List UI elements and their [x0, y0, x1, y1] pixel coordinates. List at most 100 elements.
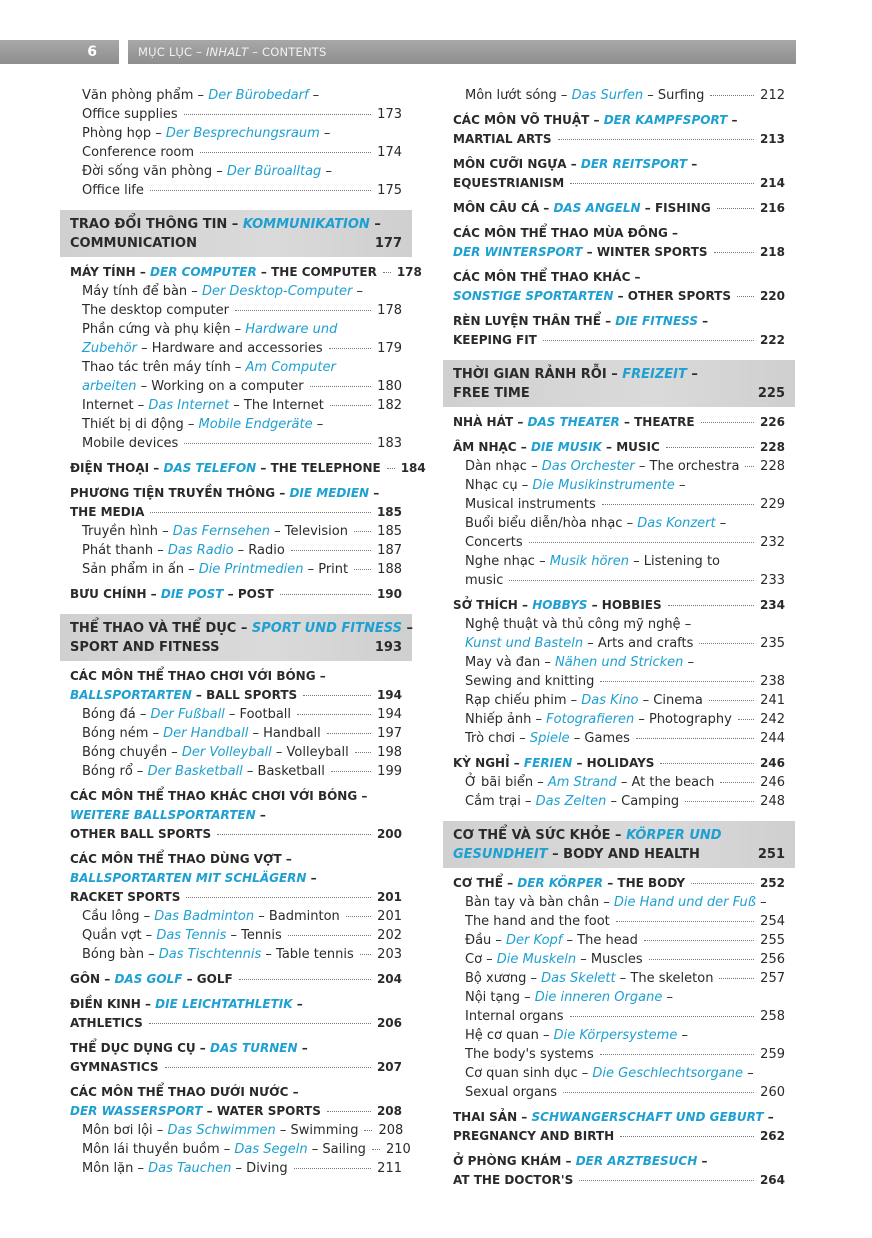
- toc-entry-sub[interactable]: Phần cứng và phụ kiện – Hardware und Zube…: [60, 320, 412, 358]
- toc-entry-sub[interactable]: Ở bãi biển – Am Strand – At the beach 246: [443, 773, 795, 792]
- toc-entry-section[interactable]: THỜI GIAN RẢNH RỖI – FREIZEIT – FREE TIME…: [443, 360, 795, 407]
- toc-entry-text: Quần vợt – Das Tennis – Tennis: [82, 926, 282, 945]
- page-ref: 262: [759, 1129, 785, 1143]
- toc-entry-sub[interactable]: Bộ xương – Das Skelett – The skeleton 257: [443, 969, 795, 988]
- toc-entry-text: THỂ DỤC DỤNG CỤ – DAS TURNEN –: [70, 1039, 308, 1058]
- german-term: GESUNDHEIT: [453, 847, 548, 862]
- page-ref: 187: [377, 543, 402, 558]
- toc-entry-main[interactable]: PHƯƠNG TIỆN TRUYỀN THÔNG – DIE MEDIEN – T…: [60, 484, 412, 522]
- toc-entry-sub[interactable]: Bóng ném – Der Handball – Handball 197: [60, 724, 412, 743]
- toc-entry-sub[interactable]: Nhạc cụ – Die Musikinstrumente – Musical …: [443, 476, 795, 514]
- toc-entry-section[interactable]: CƠ THỂ VÀ SỨC KHỎE – KÖRPER UND GESUNDHEI…: [443, 821, 795, 868]
- toc-entry-text: THE MEDIA: [70, 503, 144, 522]
- toc-entry-text: May và đan – Nähen und Stricken –: [465, 653, 694, 672]
- page-ref: 264: [759, 1173, 785, 1187]
- toc-entry-sub[interactable]: Nội tạng – Die inneren Organe – Internal …: [443, 988, 795, 1026]
- toc-entry-main[interactable]: ĐIỆN THOẠI – DAS TELEFON – THE TELEPHONE…: [60, 459, 426, 478]
- toc-entry-text: The hand and the foot: [465, 912, 610, 931]
- toc-entry-sub[interactable]: Đầu – Der Kopf – The head 255: [443, 931, 795, 950]
- toc-entry-main[interactable]: CÁC MÔN THỂ THAO DÙNG VỢT – BALLSPORTARTE…: [60, 850, 412, 907]
- toc-entry-sub[interactable]: Môn bơi lội – Das Schwimmen – Swimming 20…: [60, 1121, 412, 1140]
- toc-entry-sub[interactable]: May và đan – Nähen und Stricken – Sewing …: [443, 653, 795, 691]
- toc-entry-sub[interactable]: Rạp chiếu phim – Das Kino – Cinema 241: [443, 691, 795, 710]
- toc-entry-main[interactable]: ÂM NHẠC – DIE MUSIK – MUSIC 228: [443, 438, 795, 457]
- toc-entry-sub[interactable]: Máy tính để bàn – Der Desktop-Computer –…: [60, 282, 412, 320]
- toc-entry-text: BƯU CHÍNH – DIE POST – POST: [70, 585, 274, 604]
- toc-entry-main[interactable]: ĐIỀN KINH – DIE LEICHTATHLETIK – ATHLETIC…: [60, 995, 412, 1033]
- term-text: –: [763, 1110, 774, 1124]
- toc-entry-main[interactable]: MÁY TÍNH – DER COMPUTER – THE COMPUTER 17…: [60, 263, 422, 282]
- toc-entry-main[interactable]: THỂ DỤC DỤNG CỤ – DAS TURNEN – GYMNASTICS…: [60, 1039, 412, 1077]
- toc-entry-sub[interactable]: Truyền hình – Das Fernsehen – Television…: [60, 522, 412, 541]
- toc-entry-sub[interactable]: Bóng chuyền – Der Volleyball – Volleybal…: [60, 743, 412, 762]
- toc-entry-section[interactable]: TRAO ĐỔI THÔNG TIN – KOMMUNIKATION – COMM…: [60, 210, 412, 257]
- toc-entry-text: Bóng rổ – Der Basketball – Basketball: [82, 762, 325, 781]
- toc-entry-line: Nội tạng – Die inneren Organe –: [465, 988, 785, 1007]
- toc-entry-sub[interactable]: Phòng họp – Der Besprechungsraum – Confer…: [60, 124, 412, 162]
- toc-entry-sub[interactable]: Bóng rổ – Der Basketball – Basketball 199: [60, 762, 412, 781]
- toc-entry-main[interactable]: GÔN – DAS GOLF – GOLF 204: [60, 970, 412, 989]
- toc-entry-sub[interactable]: Môn lặn – Das Tauchen – Diving 211: [60, 1159, 412, 1178]
- toc-entry-line: Office life 175: [82, 181, 402, 200]
- toc-entry-main[interactable]: Ở PHÒNG KHÁM – DER ARZTBESUCH – AT THE DO…: [443, 1152, 795, 1190]
- toc-entry-main[interactable]: MÔN CÂU CÁ – DAS ANGELN – FISHING 216: [443, 199, 795, 218]
- toc-entry-main[interactable]: MÔN CƯỠI NGỰA – DER REITSPORT – EQUESTRIA…: [443, 155, 795, 193]
- dot-leader: [643, 940, 755, 941]
- toc-entry-main[interactable]: RÈN LUYỆN THÂN THỂ – DIE FITNESS – KEEPIN…: [443, 312, 795, 350]
- toc-entry-sub[interactable]: Buổi biểu diễn/hòa nhạc – Das Konzert – C…: [443, 514, 795, 552]
- toc-entry-line: BALLSPORTARTEN MIT SCHLÄGERN –: [70, 869, 402, 888]
- german-term: Die Geschlechtsorgane: [592, 1066, 744, 1081]
- toc-entry-sub[interactable]: Đời sống văn phòng – Der Büroalltag – Off…: [60, 162, 412, 200]
- toc-entry-main[interactable]: THAI SẢN – SCHWANGERSCHAFT UND GEBURT – P…: [443, 1108, 795, 1146]
- toc-entry-main[interactable]: BƯU CHÍNH – DIE POST – POST 190: [60, 585, 412, 604]
- toc-entry-sub[interactable]: Dàn nhạc – Das Orchester – The orchestra…: [443, 457, 795, 476]
- toc-entry-main[interactable]: CÁC MÔN THỂ THAO KHÁC CHƠI VỚI BÓNG – WEI…: [60, 787, 412, 844]
- toc-entry-sub[interactable]: Cầu lông – Das Badminton – Badminton 201: [60, 907, 412, 926]
- toc-entry-main[interactable]: KỲ NGHỈ – FERIEN – HOLIDAYS 246: [443, 754, 795, 773]
- toc-entry-sub[interactable]: Cơ – Die Muskeln – Muscles 256: [443, 950, 795, 969]
- toc-entry-sub[interactable]: Bàn tay và bàn chân – Die Hand und der F…: [443, 893, 795, 931]
- dot-leader: [745, 466, 755, 467]
- toc-entry-main[interactable]: CÁC MÔN THỂ THAO CHƠI VỚI BÓNG – BALLSPOR…: [60, 667, 412, 705]
- toc-entry-sub[interactable]: Sản phẩm in ấn – Die Printmedien – Print…: [60, 560, 412, 579]
- dot-leader: [719, 978, 755, 979]
- toc-entry-main[interactable]: CÁC MÔN THỂ THAO KHÁC – SONSTIGE SPORTART…: [443, 268, 795, 306]
- toc-entry-sub[interactable]: Hệ cơ quan – Die Körpersysteme – The body…: [443, 1026, 795, 1064]
- toc-entry-sub[interactable]: Cắm trại – Das Zelten – Camping 248: [443, 792, 795, 811]
- toc-entry-sub[interactable]: Bóng đá – Der Fußball – Football 194: [60, 705, 412, 724]
- german-term: Das Segeln: [234, 1142, 308, 1157]
- toc-entry-sub[interactable]: Thiết bị di động – Mobile Endgeräte – Mob…: [60, 415, 412, 453]
- page-ref: 211: [377, 1161, 402, 1176]
- toc-entry-sub[interactable]: Nhiếp ảnh – Fotografieren – Photography 2…: [443, 710, 795, 729]
- page-ref: 185: [376, 505, 402, 519]
- toc-entry-sub[interactable]: Môn lướt sóng – Das Surfen – Surfing 212: [443, 86, 795, 105]
- toc-entry-sub[interactable]: Văn phòng phẩm – Der Bürobedarf – Office …: [60, 86, 412, 124]
- toc-entry-sub[interactable]: Nghệ thuật và thủ công mỹ nghệ – Kunst un…: [443, 615, 795, 653]
- term-text: Nội tạng –: [465, 990, 535, 1005]
- toc-entry-sub[interactable]: Trò chơi – Spiele – Games 244: [443, 729, 795, 748]
- toc-entry-sub[interactable]: Cơ quan sinh dục – Die Geschlechtsorgane…: [443, 1064, 795, 1102]
- toc-entry-sub[interactable]: Nghe nhạc – Musik hören – Listening to mu…: [443, 552, 795, 590]
- toc-entry-main[interactable]: CÁC MÔN THỂ THAO MÙA ĐÔNG – DER WINTERSPO…: [443, 224, 795, 262]
- toc-entry-sub[interactable]: Phát thanh – Das Radio – Radio 187: [60, 541, 412, 560]
- toc-entry-sub[interactable]: Thao tác trên máy tính – Am Computer arbe…: [60, 358, 412, 396]
- toc-entry-sub[interactable]: Quần vợt – Das Tennis – Tennis 202: [60, 926, 412, 945]
- toc-entry-text: NHÀ HÁT – DAS THEATER – THEATRE: [453, 413, 695, 432]
- toc-entry-main[interactable]: CÁC MÔN THỂ THAO DƯỚI NƯỚC – DER WASSERSP…: [60, 1083, 412, 1121]
- page-ref: 257: [760, 971, 785, 986]
- german-term: Der Handball: [163, 726, 249, 741]
- toc-entry-text: CÁC MÔN VÕ THUẬT – DER KAMPFSPORT –: [453, 111, 738, 130]
- toc-entry-main[interactable]: CƠ THỂ – DER KÖRPER – THE BODY 252: [443, 874, 795, 893]
- toc-entry-main[interactable]: CÁC MÔN VÕ THUẬT – DER KAMPFSPORT – MARTI…: [443, 111, 795, 149]
- toc-entry-section[interactable]: THỂ THAO VÀ THỂ DỤC – SPORT UND FITNESS …: [60, 614, 413, 661]
- term-text: – Volleyball: [271, 745, 349, 760]
- toc-entry-line: Cơ quan sinh dục – Die Geschlechtsorgane…: [465, 1064, 785, 1083]
- toc-entry-main[interactable]: NHÀ HÁT – DAS THEATER – THEATRE 226: [443, 413, 795, 432]
- toc-entry-sub[interactable]: Môn lái thuyền buồm – Das Segeln – Saili…: [60, 1140, 412, 1159]
- toc-entry-sub[interactable]: Bóng bàn – Das Tischtennis – Table tenni…: [60, 945, 412, 964]
- toc-entry-sub[interactable]: Internet – Das Internet – The Internet 18…: [60, 396, 412, 415]
- page-ref: 242: [760, 712, 785, 727]
- dot-leader: [700, 422, 754, 423]
- toc-entry-line: GESUNDHEIT – BODY AND HEALTH 251: [453, 845, 785, 864]
- toc-entry-main[interactable]: SỞ THÍCH – HOBBYS – HOBBIES 234: [443, 596, 795, 615]
